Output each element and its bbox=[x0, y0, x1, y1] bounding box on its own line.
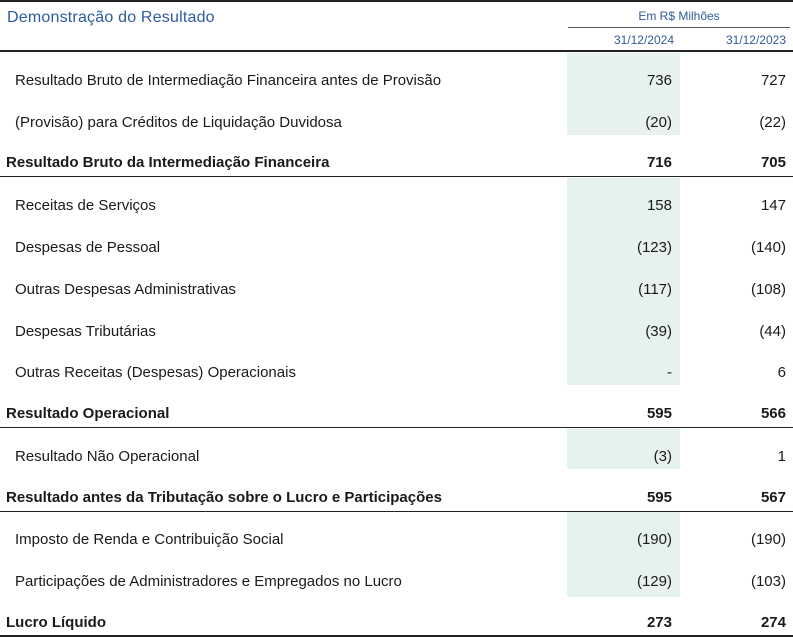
value-2023: (22) bbox=[759, 114, 786, 131]
value-2023: 274 bbox=[760, 614, 786, 631]
row-label: Resultado Bruto de Intermediação Finance… bbox=[15, 72, 442, 89]
table-row: (Provisão) para Créditos de Liquidação D… bbox=[0, 112, 793, 136]
row-label: Outras Despesas Administrativas bbox=[15, 281, 236, 298]
shade-block bbox=[567, 429, 680, 469]
value-2024: (117) bbox=[638, 281, 672, 298]
value-2023: 705 bbox=[760, 154, 786, 171]
row-label: Resultado antes da Tributação sobre o Lu… bbox=[6, 489, 442, 506]
value-2024: (129) bbox=[636, 573, 672, 590]
value-2023: 1 bbox=[777, 448, 786, 465]
value-2024: (20) bbox=[645, 114, 672, 131]
row-label: (Provisão) para Créditos de Liquidação D… bbox=[15, 114, 342, 131]
value-2024: (190) bbox=[636, 531, 672, 548]
units-rule bbox=[568, 27, 790, 28]
value-2024: 595 bbox=[646, 405, 672, 422]
row-label: Participações de Administradores e Empre… bbox=[15, 573, 402, 590]
row-divider bbox=[0, 427, 793, 428]
value-2023: 147 bbox=[760, 197, 786, 214]
total-row: Resultado Bruto da Intermediação Finance… bbox=[0, 152, 793, 176]
value-2023: (190) bbox=[750, 531, 786, 548]
value-2024: (123) bbox=[636, 239, 672, 256]
row-label: Resultado Não Operacional bbox=[15, 448, 200, 465]
row-label: Resultado Bruto da Intermediação Finance… bbox=[6, 154, 330, 171]
row-label: Receitas de Serviços bbox=[15, 197, 156, 214]
header-rule bbox=[0, 50, 793, 52]
table-row: Resultado Bruto de Intermediação Finance… bbox=[0, 70, 793, 94]
column-header-2023: 31/12/2023 bbox=[725, 33, 786, 47]
value-2023: (103) bbox=[750, 573, 786, 590]
value-2023: (44) bbox=[759, 323, 786, 340]
table-row: Participações de Administradores e Empre… bbox=[0, 571, 793, 595]
value-2024: (39) bbox=[645, 323, 672, 340]
value-2024: (3) bbox=[653, 448, 672, 465]
value-2024: 273 bbox=[646, 614, 672, 631]
value-2023: 567 bbox=[760, 489, 786, 506]
value-2024: 716 bbox=[646, 154, 672, 171]
row-label: Imposto de Renda e Contribuição Social bbox=[15, 531, 284, 548]
shade-block bbox=[567, 512, 680, 597]
value-2023: 566 bbox=[760, 405, 786, 422]
total-row: Lucro Líquido 273 274 bbox=[0, 612, 793, 636]
value-2023: 727 bbox=[760, 72, 786, 89]
table-row: Resultado Não Operacional (3) 1 bbox=[0, 446, 793, 470]
value-2023: (140) bbox=[750, 239, 786, 256]
bottom-rule bbox=[0, 635, 793, 637]
shade-block bbox=[567, 53, 680, 135]
value-2024: 736 bbox=[646, 72, 672, 89]
shade-block bbox=[567, 178, 680, 385]
row-label: Outras Receitas (Despesas) Operacionais bbox=[15, 364, 296, 381]
table-row: Receitas de Serviços 158 147 bbox=[0, 195, 793, 219]
table-row: Imposto de Renda e Contribuição Social (… bbox=[0, 529, 793, 553]
total-row: Resultado antes da Tributação sobre o Lu… bbox=[0, 487, 793, 511]
row-label: Lucro Líquido bbox=[6, 614, 106, 631]
table-row: Despesas de Pessoal (123) (140) bbox=[0, 237, 793, 261]
table-row: Outras Despesas Administrativas (117) (1… bbox=[0, 279, 793, 303]
value-2023: (108) bbox=[750, 281, 786, 298]
row-label: Despesas Tributárias bbox=[15, 323, 156, 340]
value-2023: 6 bbox=[777, 364, 786, 381]
total-row: Resultado Operacional 595 566 bbox=[0, 403, 793, 427]
value-2024: 158 bbox=[646, 197, 672, 214]
row-label: Despesas de Pessoal bbox=[15, 239, 161, 256]
row-divider bbox=[0, 176, 793, 177]
units-label: Em R$ Milhões bbox=[638, 9, 720, 23]
table-row: Despesas Tributárias (39) (44) bbox=[0, 321, 793, 345]
top-rule bbox=[0, 0, 793, 2]
row-divider bbox=[0, 511, 793, 512]
column-header-2024: 31/12/2024 bbox=[613, 33, 674, 47]
row-label: Resultado Operacional bbox=[6, 405, 170, 422]
value-2024: 595 bbox=[646, 489, 672, 506]
value-2024: - bbox=[667, 364, 672, 381]
table-row: Outras Receitas (Despesas) Operacionais … bbox=[0, 362, 793, 386]
page-title: Demonstração do Resultado bbox=[7, 9, 215, 26]
